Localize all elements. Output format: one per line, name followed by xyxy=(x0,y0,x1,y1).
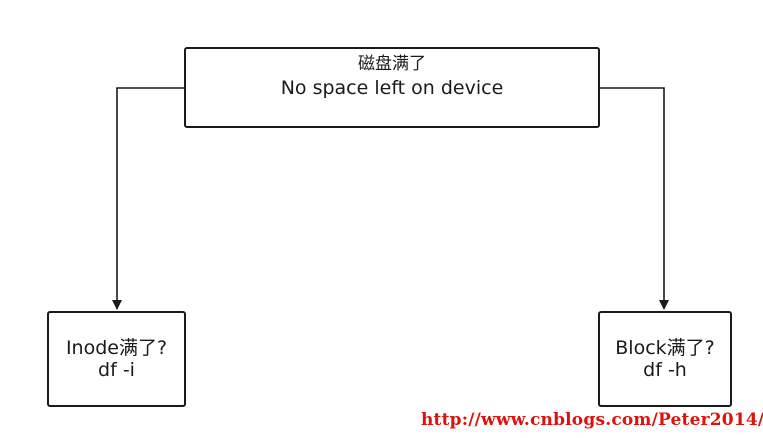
node-block-full-question: Block满了? xyxy=(615,337,715,359)
node-disk-full: 磁盘满了 No space left on device xyxy=(184,47,600,128)
node-disk-full-title: 磁盘满了 xyxy=(358,54,426,74)
node-disk-full-message: No space left on device xyxy=(280,77,504,99)
node-block-full: Block满了? df -h xyxy=(598,311,732,407)
node-inode-full-command: df -i xyxy=(98,359,135,381)
node-inode-full: Inode满了? df -i xyxy=(47,311,186,407)
node-inode-full-question: Inode满了? xyxy=(65,337,168,359)
watermark-url: http://www.cnblogs.com/Peter2014/ xyxy=(421,410,763,430)
edge-top-to-left xyxy=(112,87,184,310)
node-block-full-command: df -h xyxy=(643,359,687,381)
edge-top-to-right xyxy=(600,87,669,310)
